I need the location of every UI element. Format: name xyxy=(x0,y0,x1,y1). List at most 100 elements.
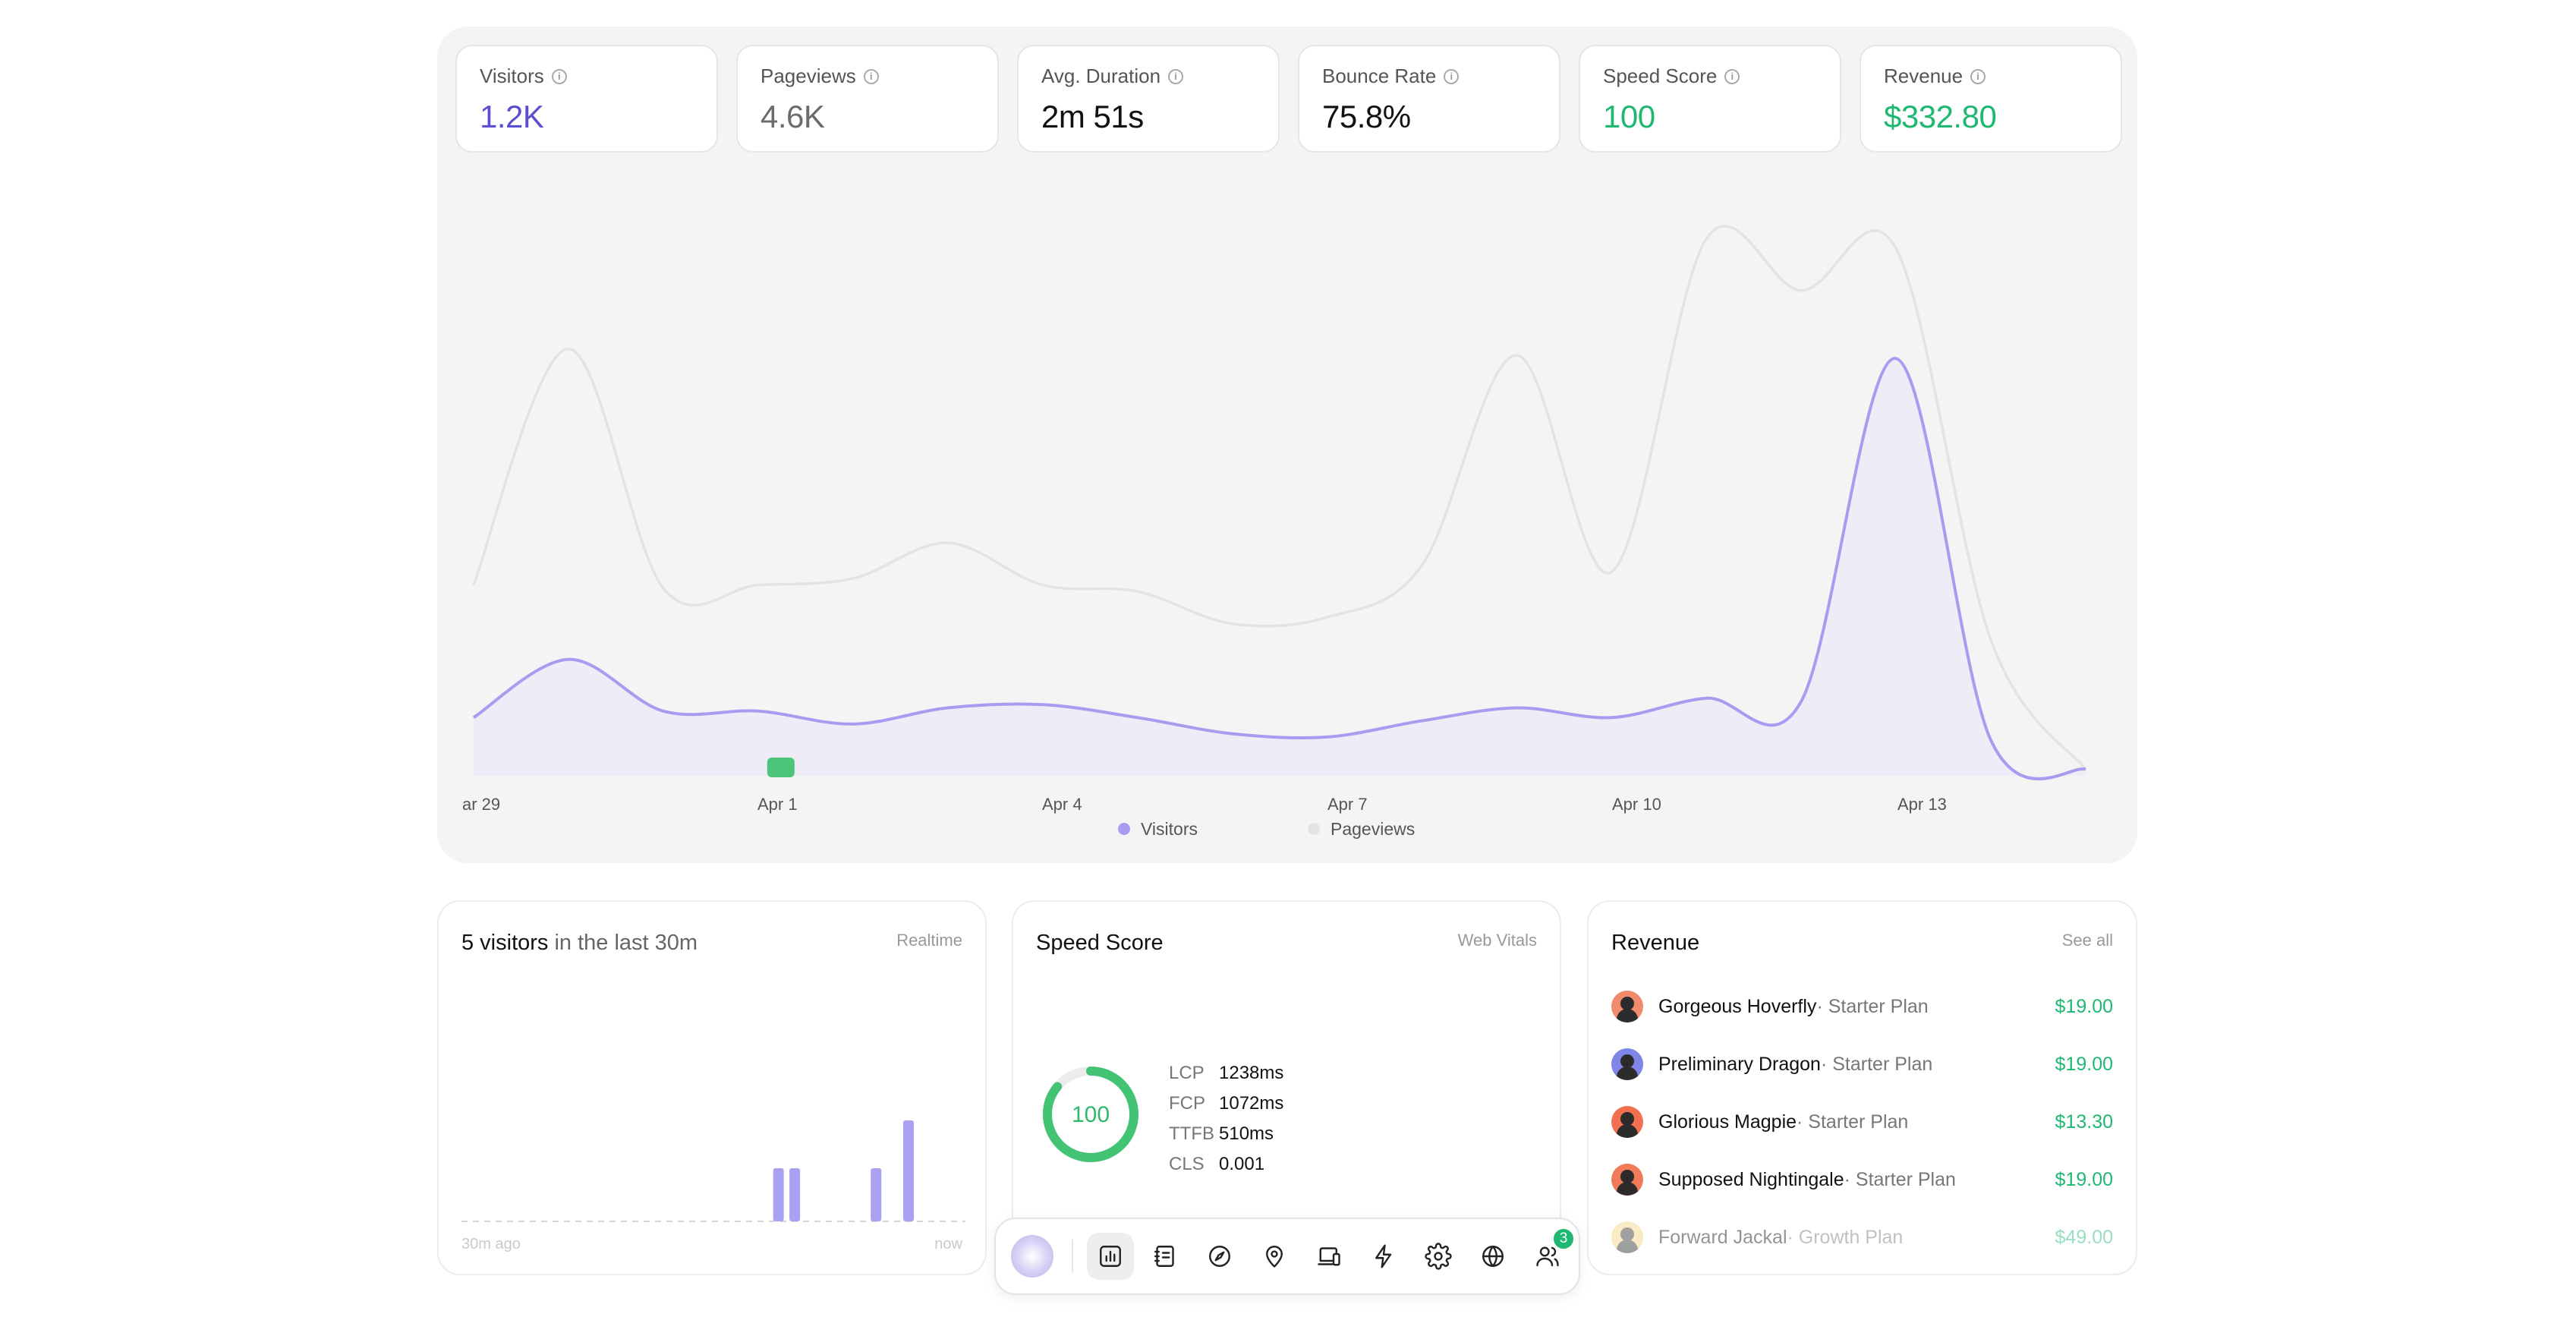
vital-key: TTFB xyxy=(1169,1123,1214,1144)
kpi-label: Visitors xyxy=(480,65,544,87)
kpi-speed-score[interactable]: Speed Score i 100 xyxy=(1579,45,1841,153)
bottom-dock: 3 xyxy=(994,1218,1580,1295)
info-icon[interactable]: i xyxy=(863,68,879,84)
vital-value: 0.001 xyxy=(1219,1154,1265,1174)
speed-gauge: 100 xyxy=(1043,1067,1138,1162)
customer-plan: · Starter Plan xyxy=(1820,1053,1933,1075)
realtime-axis-start: 30m ago xyxy=(461,1236,521,1252)
revenue-row[interactable]: Glorious Magpie · Starter Plan $13.30 xyxy=(1611,1093,2113,1151)
customer-plan: · Starter Plan xyxy=(1797,1111,1909,1133)
x-tick-label: ar 29 xyxy=(462,795,500,814)
realtime-bar[interactable] xyxy=(789,1168,801,1221)
revenue-row[interactable]: Gorgeous Hoverfly · Starter Plan $19.00 xyxy=(1611,978,2113,1035)
customer-name: Forward Jackal xyxy=(1658,1226,1787,1248)
kpi-bounce-rate[interactable]: Bounce Rate i 75.8% xyxy=(1298,45,1560,153)
customer-plan: · Starter Plan xyxy=(1844,1168,1956,1190)
avatar xyxy=(1611,1221,1643,1253)
vital-value: 510ms xyxy=(1219,1123,1274,1144)
legend-pageviews[interactable]: Pageviews xyxy=(1331,819,1415,839)
annotation-marker[interactable] xyxy=(767,758,795,777)
realtime-link[interactable]: Realtime xyxy=(896,931,962,950)
avatar xyxy=(1611,1048,1643,1080)
avatar xyxy=(1611,991,1643,1022)
gear-icon[interactable] xyxy=(1415,1233,1462,1280)
kpi-value: 100 xyxy=(1603,99,1655,134)
x-tick-label: Apr 13 xyxy=(1897,795,1947,814)
x-tick-label: Apr 4 xyxy=(1042,795,1082,814)
speed-score-card: Speed Score Web Vitals 100 LCP 1238ms FCP… xyxy=(1012,900,1561,1275)
kpi-label: Avg. Duration xyxy=(1041,65,1161,87)
realtime-count: 5 visitors xyxy=(461,931,549,955)
x-tick-label: Apr 10 xyxy=(1612,795,1661,814)
vital-key: LCP xyxy=(1169,1063,1205,1083)
info-icon[interactable]: i xyxy=(1444,68,1460,84)
vital-row-lcp: LCP 1238ms xyxy=(1169,1058,1283,1089)
realtime-bar[interactable] xyxy=(903,1120,915,1221)
kpi-label: Bounce Rate xyxy=(1322,65,1437,87)
kpi-label: Pageviews xyxy=(761,65,856,87)
realtime-card: 5 visitors in the last 30m Realtime 30m … xyxy=(437,900,987,1275)
info-icon[interactable]: i xyxy=(1970,68,1986,84)
info-icon[interactable]: i xyxy=(551,68,567,84)
analytics-icon[interactable] xyxy=(1087,1233,1134,1280)
kpi-revenue[interactable]: Revenue i $332.80 xyxy=(1860,45,2122,153)
users-icon[interactable]: 3 xyxy=(1524,1227,1576,1280)
kpi-label: Revenue xyxy=(1884,65,1963,87)
location-pin-icon[interactable] xyxy=(1251,1233,1298,1280)
web-vitals-list: LCP 1238ms FCP 1072ms TTFB 510ms CLS 0.001 xyxy=(1169,1058,1283,1180)
info-icon[interactable]: i xyxy=(1168,68,1184,84)
vital-key: CLS xyxy=(1169,1154,1205,1174)
kpi-avg-duration[interactable]: Avg. Duration i 2m 51s xyxy=(1017,45,1280,153)
x-tick-label: Apr 1 xyxy=(757,795,798,814)
revenue-row[interactable]: Preliminary Dragon · Starter Plan $19.00 xyxy=(1611,1035,2113,1093)
customer-plan: · Growth Plan xyxy=(1787,1226,1904,1248)
customer-name: Gorgeous Hoverfly xyxy=(1658,995,1817,1017)
customer-name: Glorious Magpie xyxy=(1658,1111,1797,1133)
realtime-bar-chart xyxy=(461,1120,965,1222)
visitors-line xyxy=(472,357,2086,781)
kpi-row: Visitors i 1.2K Pageviews i 4.6K Avg. Dura… xyxy=(455,45,2122,153)
kpi-label: Speed Score xyxy=(1603,65,1718,87)
revenue-card: Revenue See all Gorgeous Hoverfly · Star… xyxy=(1587,900,2137,1275)
overview-panel: ar 29 Apr 1 Apr 4 Apr 7 Apr 10 Apr 13 Visitors… xyxy=(437,27,2137,863)
devices-icon[interactable] xyxy=(1305,1233,1353,1280)
workspace-orb-icon[interactable] xyxy=(1011,1235,1053,1278)
kpi-value: $332.80 xyxy=(1884,99,1997,134)
revenue-row[interactable]: Forward Jackal · Growth Plan $49.00 xyxy=(1611,1208,2113,1266)
see-all-link[interactable]: See all xyxy=(2061,931,2113,950)
revenue-list: Gorgeous Hoverfly · Starter Plan $19.00 … xyxy=(1611,978,2113,1266)
compass-icon[interactable] xyxy=(1196,1233,1243,1280)
dock-divider xyxy=(1072,1240,1073,1273)
kpi-pageviews[interactable]: Pageviews i 4.6K xyxy=(736,45,999,153)
lightning-icon[interactable] xyxy=(1360,1233,1407,1280)
kpi-value: 2m 51s xyxy=(1041,99,1144,134)
pageviews-line xyxy=(472,225,2087,770)
customer-plan: · Starter Plan xyxy=(1816,995,1929,1017)
legend-swatch xyxy=(1118,823,1130,835)
x-tick-label: Apr 7 xyxy=(1327,795,1368,814)
vital-key: FCP xyxy=(1169,1093,1205,1114)
realtime-bar[interactable] xyxy=(773,1168,784,1221)
speed-title: Speed Score xyxy=(1036,931,1164,955)
revenue-amount: $19.00 xyxy=(2055,1053,2113,1075)
journal-icon[interactable] xyxy=(1142,1233,1189,1280)
legend-visitors[interactable]: Visitors xyxy=(1141,819,1198,839)
info-icon[interactable]: i xyxy=(1724,68,1740,84)
globe-icon[interactable] xyxy=(1469,1233,1516,1280)
vital-row-cls: CLS 0.001 xyxy=(1169,1149,1283,1180)
revenue-row[interactable]: Supposed Nightingale · Starter Plan $19.… xyxy=(1611,1151,2113,1208)
realtime-bar[interactable] xyxy=(871,1168,882,1221)
realtime-axis-end: now xyxy=(934,1236,962,1252)
revenue-amount: $13.30 xyxy=(2055,1111,2113,1133)
speed-gauge-value: 100 xyxy=(1072,1102,1110,1127)
realtime-title: 5 visitors in the last 30m xyxy=(461,931,698,956)
traffic-chart: ar 29 Apr 1 Apr 4 Apr 7 Apr 10 Apr 13 Visitors… xyxy=(462,225,2087,839)
web-vitals-link[interactable]: Web Vitals xyxy=(1457,931,1537,950)
notification-badge: 3 xyxy=(1551,1227,1576,1251)
kpi-value: 1.2K xyxy=(480,99,544,134)
avatar xyxy=(1611,1164,1643,1196)
revenue-amount: $19.00 xyxy=(2055,1168,2113,1190)
avatar xyxy=(1611,1106,1643,1138)
kpi-visitors[interactable]: Visitors i 1.2K xyxy=(455,45,718,153)
customer-name: Supposed Nightingale xyxy=(1658,1168,1844,1190)
